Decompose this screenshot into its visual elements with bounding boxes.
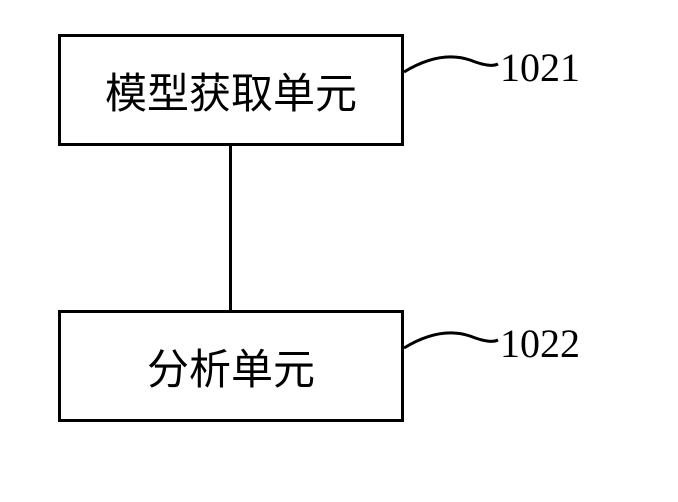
node-label-2: 分析单元: [147, 336, 315, 397]
ref-label-1022: 1022: [500, 320, 580, 367]
node-label-1: 模型获取单元: [105, 60, 357, 121]
edge-node1-node2: [229, 146, 232, 310]
node-analysis-unit: 分析单元: [58, 310, 404, 422]
ref-label-1021: 1021: [500, 44, 580, 91]
node-model-acquisition-unit: 模型获取单元: [58, 34, 404, 146]
